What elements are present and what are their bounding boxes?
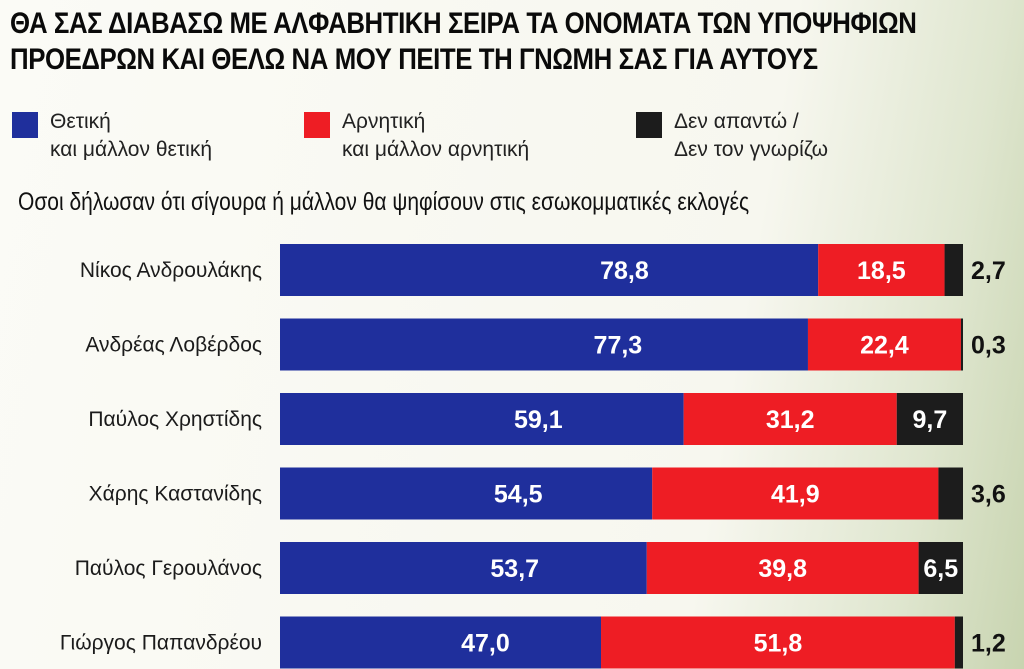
bar-segment-negative [807,318,961,371]
bar-segment-positive [280,616,602,669]
category-label: Γιώργος Παπανδρέου [60,632,262,655]
data-label-positive: 59,1 [514,406,563,434]
stacked-bar-chart: Νίκος Ανδρουλάκης 78,8 18,5 2,7 Ανδρέας Λοβέ… [60,244,1006,669]
bar-segment-no-answer [944,244,963,296]
bar-segment-negative [652,467,939,520]
data-label-no-answer: 9,7 [912,406,947,434]
bar-segment-no-answer [938,467,963,520]
data-label-positive: 54,5 [494,481,543,509]
data-label-no-answer: 2,7 [971,257,1006,285]
bar-segment-positive [280,318,808,371]
bar-row: Χάρης Καστανίδης 54,5 41,9 3,6 [89,467,1006,520]
bar-segment-no-answer [960,318,963,371]
bar-row: Παύλος Χρηστίδης 59,1 31,2 9,7 [88,393,963,445]
category-label: Χάρης Καστανίδης [89,483,262,506]
bar-segment-positive [280,244,819,296]
data-label-negative: 22,4 [860,332,909,360]
bar-segment-negative [601,616,955,669]
chart-legend: Θετική και μάλλον θετική Αρνητική και μά… [12,108,1002,174]
chart-title-line-1: ΘΑ ΣΑΣ ΔΙΑΒΑΣΩ ΜΕ ΑΛΦΑΒΗΤΙΚΗ ΣΕΙΡΑ ΤΑ ΟΝ… [10,7,917,40]
legend-swatch-no-answer [636,112,662,138]
data-label-positive: 77,3 [594,332,643,360]
category-label: Παύλος Χρηστίδης [88,408,262,431]
chart-title: ΘΑ ΣΑΣ ΔΙΑΒΑΣΩ ΜΕ ΑΛΦΑΒΗΤΙΚΗ ΣΕΙΡΑ ΤΑ ΟΝ… [10,6,917,78]
bar-row: Νίκος Ανδρουλάκης 78,8 18,5 2,7 [80,244,1006,296]
chart-title-line-2: ΠΡΟΕΔΡΩΝ ΚΑΙ ΘΕΛΩ ΝΑ ΜΟΥ ΠΕΙΤΕ ΤΗ ΓΝΩΜΗ … [10,43,818,76]
data-label-no-answer: 1,2 [971,630,1006,658]
data-label-positive: 53,7 [490,555,539,583]
chart-subtitle: Οσοι δήλωσαν ότι σίγουρα ή μάλλον θα ψηφ… [18,188,750,216]
data-label-negative: 41,9 [771,481,820,509]
legend-label-positive-line-1: Θετική [50,110,111,133]
legend-label-positive-line-2: και μάλλον θετική [50,138,213,161]
bar-segment-positive [280,393,684,445]
data-label-positive: 47,0 [461,630,510,658]
data-label-negative: 51,8 [754,630,803,658]
bar-segment-no-answer [896,393,963,445]
bar-segment-positive [280,542,647,594]
data-label-negative: 31,2 [766,406,815,434]
category-label: Νίκος Ανδρουλάκης [80,259,262,282]
data-label-no-answer: 0,3 [971,332,1006,360]
bar-row: Ανδρέας Λοβέρδος 77,3 22,4 0,3 [85,318,1006,371]
bar-segment-positive [280,467,653,520]
bar-segment-no-answer [918,542,963,594]
bar-row: Γιώργος Παπανδρέου 47,0 51,8 1,2 [60,616,1006,669]
legend-swatch-positive [12,112,38,138]
legend-label-negative-line-2: και μάλλον αρνητική [342,138,530,161]
bar-segment-no-answer [954,616,963,669]
data-label-positive: 78,8 [600,257,649,285]
data-label-no-answer: 3,6 [971,481,1006,509]
bar-row: Παύλος Γερουλάνος 53,7 39,8 6,5 [75,542,963,594]
bar-segment-negative [683,393,897,445]
legend-label-no-answer-line-1: Δεν απαντώ / [674,110,799,133]
data-label-negative: 18,5 [857,257,906,285]
legend-label-negative-line-1: Αρνητική [342,110,426,133]
legend-label-no-answer-line-2: Δεν τον γνωρίζω [674,138,828,161]
legend-swatch-negative [304,112,330,138]
data-label-negative: 39,8 [758,555,807,583]
category-label: Παύλος Γερουλάνος [75,557,262,580]
bar-segment-negative [646,542,919,594]
bar-segment-negative [818,244,945,296]
data-label-no-answer: 6,5 [923,555,958,583]
category-label: Ανδρέας Λοβέρδος [85,334,262,357]
